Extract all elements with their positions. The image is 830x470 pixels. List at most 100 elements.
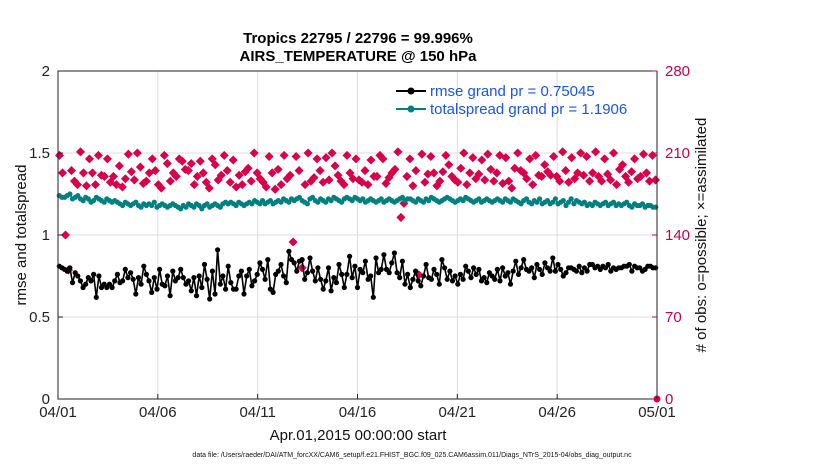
rmse-point xyxy=(143,271,149,277)
obs-count-marker xyxy=(66,166,77,176)
obs-count-marker xyxy=(474,169,484,179)
y-tick-label: 1.5 xyxy=(29,145,50,162)
rmse-point xyxy=(497,278,503,284)
rmse-point xyxy=(204,276,210,282)
rmse-point xyxy=(381,252,387,258)
rmse-point xyxy=(468,275,474,281)
rmse-point xyxy=(93,294,99,300)
legend-spread-marker xyxy=(407,105,415,113)
rmse-point xyxy=(505,270,511,276)
rmse-point xyxy=(336,261,342,268)
rmse-point xyxy=(471,265,477,271)
rmse-point xyxy=(162,283,168,289)
footer-datafile: data file: /Users/raeder/DAI/ATM_forcXX/… xyxy=(192,452,632,459)
rmse-point xyxy=(542,260,548,266)
obs-count-marker xyxy=(204,183,214,193)
rmse-point xyxy=(436,281,442,287)
x-tick-label: 04/16 xyxy=(339,404,377,421)
obs-count-marker xyxy=(102,154,112,164)
rmse-point xyxy=(310,268,316,274)
rmse-point xyxy=(283,280,289,286)
rmse-point xyxy=(378,266,384,272)
rmse-point xyxy=(407,284,413,291)
obs-count-marker xyxy=(249,148,259,158)
y-axis-right-label: # of obs: o=possible; ×=assimilated xyxy=(693,118,710,353)
rmse-point xyxy=(151,275,157,281)
y-right-tick-label: 0 xyxy=(665,391,673,408)
totalspread-point xyxy=(653,204,659,210)
obs-count-marker xyxy=(435,176,445,186)
y-tick-label: 0.5 xyxy=(29,309,50,326)
rmse-point xyxy=(286,248,292,254)
rmse-point xyxy=(114,271,120,277)
obs-count-marker xyxy=(123,149,133,159)
rmse-point xyxy=(413,268,419,274)
grid xyxy=(58,71,657,399)
rmse-point xyxy=(291,260,297,266)
rmse-point xyxy=(449,278,456,284)
x-axis-label: Apr.01,2015 00:00:00 start xyxy=(270,427,448,444)
rmse-point xyxy=(521,257,527,263)
rmse-point xyxy=(539,271,545,277)
totalspread-point xyxy=(568,196,574,202)
rmse-point xyxy=(252,278,258,284)
rmse-point xyxy=(405,271,411,277)
rmse-point xyxy=(249,283,255,289)
rmse-point xyxy=(431,266,437,272)
totalspread-point xyxy=(151,199,157,205)
obs-count-marker xyxy=(90,180,100,190)
rmse-point xyxy=(201,261,208,268)
rmse-point xyxy=(605,261,611,268)
y-axis-label: rmse and totalspread xyxy=(13,165,30,306)
obs-count-marker xyxy=(210,160,220,170)
rmse-point xyxy=(109,284,115,291)
obs-count-marker xyxy=(72,180,82,190)
rmse-point xyxy=(138,281,144,287)
totalspread-point xyxy=(304,201,310,207)
rmse-point xyxy=(394,270,400,276)
obs-count-marker xyxy=(360,166,370,176)
legend: rmse grand pr = 0.75045 totalspread gran… xyxy=(396,83,627,118)
rmse-point xyxy=(83,281,89,287)
rmse-point xyxy=(238,268,244,274)
rmse-point xyxy=(304,270,310,276)
rmse-point xyxy=(476,266,482,272)
rmse-point xyxy=(75,273,81,279)
rmse-point xyxy=(563,270,569,276)
y-right-tick-label: 280 xyxy=(665,63,690,80)
rmse-point xyxy=(339,271,345,277)
rmse-point xyxy=(434,271,440,277)
rmse-point xyxy=(389,260,395,266)
rmse-point xyxy=(423,261,429,268)
rmse-point xyxy=(460,276,466,282)
obs-count-marker xyxy=(150,166,160,176)
rmse-point xyxy=(360,270,366,276)
rmse-point xyxy=(265,257,271,263)
y-right-tick-label: 140 xyxy=(665,227,690,244)
obs-count-marker xyxy=(177,156,187,166)
obs-count-marker xyxy=(261,182,271,192)
legend-spread-label: totalspread grand pr = 1.1906 xyxy=(430,101,627,118)
rmse-point xyxy=(135,275,142,281)
rmse-point xyxy=(328,288,334,294)
x-tick-label: 04/21 xyxy=(439,404,477,421)
rmse-point xyxy=(215,247,221,253)
rmse-point xyxy=(246,266,252,272)
obs-count-marker xyxy=(141,176,151,186)
chart-title: Tropics 22795 / 22796 = 99.996% xyxy=(243,30,473,47)
rmse-point xyxy=(386,270,392,276)
rmse-point xyxy=(212,291,218,297)
rmse-point xyxy=(96,273,102,279)
rmse-point xyxy=(167,293,173,299)
rmse-point xyxy=(439,257,445,263)
rmse-point xyxy=(418,283,424,289)
obs-count-marker xyxy=(555,176,565,186)
rmse-point xyxy=(164,273,171,279)
rmse-point xyxy=(77,278,83,284)
obs-count-marker xyxy=(492,168,502,178)
rmse-point xyxy=(573,268,580,274)
obs-count-marker xyxy=(108,171,118,181)
rmse-point xyxy=(320,286,326,292)
rmse-point xyxy=(362,258,368,264)
rmse-point xyxy=(307,255,313,261)
